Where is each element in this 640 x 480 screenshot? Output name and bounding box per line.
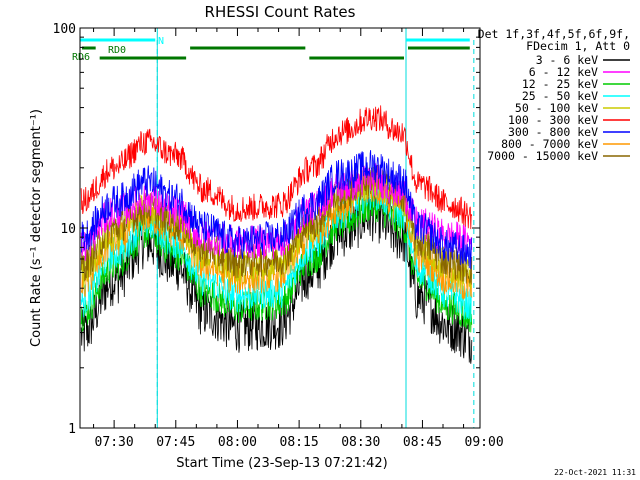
x-tick-label: 08:00 [218, 435, 257, 450]
y-tick-label: 1 [68, 422, 76, 437]
x-tick-label: 09:00 [465, 435, 504, 450]
x-axis-label: Start Time (23-Sep-13 07:21:42) [176, 456, 387, 471]
flag-label-n: N [158, 36, 164, 47]
flag-layer: N RD0 RD6 [72, 36, 470, 63]
legend-entry-label: 6 - 12 keV [529, 65, 598, 79]
timestamp: 22-Oct-2021 11:31 [554, 468, 636, 477]
series-line-8 [80, 165, 473, 285]
series-line-6 [80, 150, 473, 270]
legend-header-line-2: FDecim 1, Att 0 [526, 39, 630, 53]
legend-entry-label: 7000 - 15000 keV [487, 149, 598, 163]
legend-entry-label: 12 - 25 keV [522, 77, 598, 91]
legend-entry-label: 50 - 100 keV [515, 101, 598, 115]
x-tick-label: 08:45 [403, 435, 442, 450]
series-line-2 [80, 188, 473, 333]
x-tick-label: 08:15 [280, 435, 319, 450]
flag-label-rd6: RD6 [72, 52, 90, 63]
legend: Det 1f,3f,4f,5f,6f,9f, FDecim 1, Att 0 3… [478, 27, 630, 163]
legend-entry-label: 300 - 800 keV [508, 125, 598, 139]
legend-entry-label: 100 - 300 keV [508, 113, 598, 127]
y-tick-label: 10 [60, 222, 76, 237]
chart-title: RHESSI Count Rates [205, 3, 356, 21]
x-tick-label: 07:45 [156, 435, 195, 450]
data-layer [80, 28, 475, 428]
legend-entry-label: 800 - 7000 keV [501, 137, 598, 151]
legend-header-line-1: Det 1f,3f,4f,5f,6f,9f, [478, 27, 630, 41]
y-tick-label: 100 [53, 22, 76, 37]
x-tick-label: 08:30 [341, 435, 380, 450]
legend-entry-label: 25 - 50 keV [522, 89, 598, 103]
series-line-5 [80, 105, 473, 230]
y-axis-label: Count Rate (s⁻¹ detector segment⁻¹) [29, 109, 44, 347]
x-tick-label: 07:30 [95, 435, 134, 450]
axis-layer: 1 10 100 07:30 07:45 08:00 08:15 08:30 08:45 09:0… [53, 22, 504, 450]
legend-entry-label: 3 - 6 keV [536, 53, 598, 67]
flag-label-rd0: RD0 [108, 45, 126, 56]
